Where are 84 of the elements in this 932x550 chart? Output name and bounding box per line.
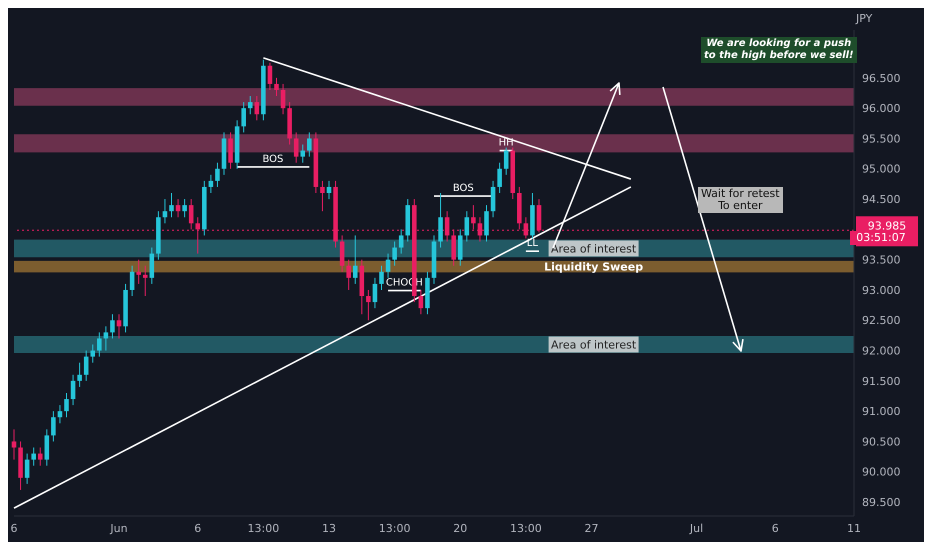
candlestick xyxy=(274,77,279,97)
y-tick-label: 91.000 xyxy=(862,405,900,418)
x-tick-label: 6 xyxy=(194,522,202,535)
candlestick xyxy=(51,410,56,442)
candlestick xyxy=(90,344,96,364)
candlestick xyxy=(504,147,508,176)
candlestick xyxy=(104,326,108,352)
band-label: Liquidity Sweep xyxy=(544,260,644,274)
candlestick xyxy=(169,192,174,218)
text: 03:51:07 xyxy=(853,231,909,244)
candlestick xyxy=(307,132,312,158)
candlestick xyxy=(280,83,286,115)
x-tick-label: 13:00 xyxy=(248,522,280,535)
y-tick-label: 92.000 xyxy=(862,344,900,358)
y-tick-label: 94.500 xyxy=(862,192,900,206)
candlestick xyxy=(110,314,115,339)
x-tick-label: Jul xyxy=(688,522,704,535)
y-tick-label: 93.500 xyxy=(862,254,900,267)
y-tick-label: 93.000 xyxy=(862,284,900,297)
x-tick-label: 13:00 xyxy=(378,522,410,535)
candlestick xyxy=(208,174,214,194)
y-tick-label: 92.500 xyxy=(862,314,900,328)
x-tick-label: 27 xyxy=(584,522,598,535)
annotation: We are looking for a push to the high before we sell! xyxy=(704,38,854,62)
series-label: BOS xyxy=(452,183,474,194)
candlestick xyxy=(372,277,378,309)
y-tick-label: 95.000 xyxy=(862,162,900,176)
candlestick xyxy=(12,428,16,460)
y-tick-label: 89.500 xyxy=(862,496,900,509)
candlestick xyxy=(24,453,30,484)
candlestick xyxy=(64,392,69,418)
candlestick xyxy=(352,234,358,284)
candlestick xyxy=(77,362,82,388)
annotation: Wait for retest To enter xyxy=(701,187,780,212)
candlestick xyxy=(300,144,306,164)
candlestick xyxy=(130,265,134,297)
candlestick xyxy=(366,289,371,321)
candlestick xyxy=(379,265,384,290)
candlestick xyxy=(464,210,470,242)
band-label: Area of interest xyxy=(551,242,637,256)
candlestick xyxy=(116,314,122,339)
candlestick xyxy=(58,404,62,424)
candlestick xyxy=(70,374,76,406)
candlestick xyxy=(241,102,246,133)
y-tick-label: 90.000 xyxy=(862,466,900,479)
y-tick-label: 96.000 xyxy=(862,102,900,116)
candlestick xyxy=(215,162,220,188)
candlestick xyxy=(97,332,102,358)
x-tick-label: 13:00 xyxy=(510,522,542,535)
candlestick xyxy=(38,447,43,466)
candlestick xyxy=(268,62,272,90)
candlestick xyxy=(136,259,141,284)
candlestick xyxy=(142,265,148,297)
candlestick xyxy=(182,198,187,218)
x-tick-label: 6 xyxy=(10,522,18,535)
candlestick xyxy=(392,240,397,266)
candlestick xyxy=(254,96,260,121)
candlestick xyxy=(176,198,180,218)
candlestick xyxy=(188,198,194,230)
y-axis-title: JPY xyxy=(856,12,872,25)
candlestick xyxy=(497,162,502,194)
candlestick xyxy=(326,180,332,200)
candlestick xyxy=(418,289,424,315)
x-tick-label: 6 xyxy=(772,522,779,535)
x-tick-label: 13 xyxy=(322,522,336,535)
candlestick xyxy=(84,350,88,382)
series-label: BOS xyxy=(262,154,284,165)
candlestick xyxy=(320,180,325,212)
x-tick-label: 20 xyxy=(453,522,468,535)
band-label: Area of interest xyxy=(551,338,637,352)
candlestick xyxy=(346,259,351,290)
ref-line-label: 93.985 xyxy=(868,219,906,232)
candlestick xyxy=(31,447,36,466)
y-tick-label: 96.500 xyxy=(862,72,900,85)
y-tick-label: 91.500 xyxy=(862,374,900,388)
x-tick-label: Jun xyxy=(109,522,128,535)
x-tick-label: 11 xyxy=(847,522,861,535)
y-tick-label: 95.500 xyxy=(862,132,900,146)
candlestick xyxy=(294,132,298,164)
candlestick xyxy=(386,253,390,278)
candlestick xyxy=(162,198,168,224)
candlestick xyxy=(398,228,404,254)
candlestick xyxy=(248,96,253,115)
y-tick-label: 90.500 xyxy=(862,435,900,448)
